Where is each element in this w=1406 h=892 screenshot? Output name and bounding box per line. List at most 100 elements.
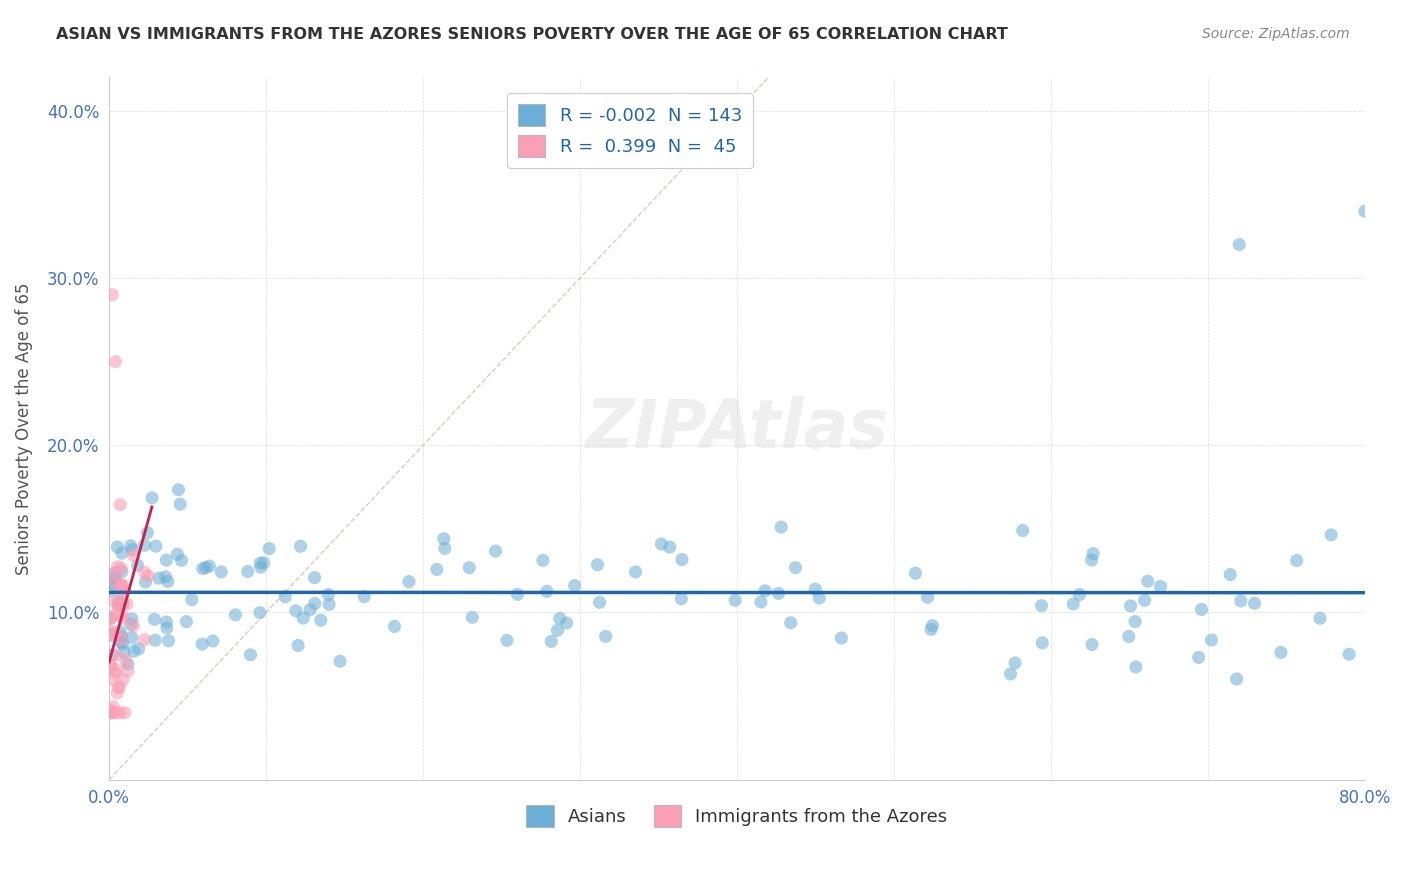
Text: ASIAN VS IMMIGRANTS FROM THE AZORES SENIORS POVERTY OVER THE AGE OF 65 CORRELATI: ASIAN VS IMMIGRANTS FROM THE AZORES SENI… [56, 27, 1008, 42]
Asians [531, 553, 554, 567]
Asians [536, 584, 558, 599]
Asians [107, 593, 129, 607]
Immigrants from the Azores [103, 699, 125, 714]
Asians [1320, 528, 1343, 542]
Asians [209, 565, 232, 579]
Asians [120, 617, 142, 632]
Asians [1081, 637, 1104, 651]
Asians [1118, 630, 1140, 644]
Asians [180, 592, 202, 607]
Asians [1354, 204, 1376, 219]
Asians [779, 615, 801, 630]
Asians [111, 565, 134, 579]
Asians [290, 539, 312, 553]
Asians [111, 637, 134, 651]
Immigrants from the Azores [100, 706, 122, 720]
Asians [1243, 596, 1265, 610]
Asians [595, 629, 617, 643]
Asians [318, 588, 340, 602]
Asians [105, 540, 128, 554]
Asians [920, 623, 942, 637]
Asians [808, 591, 831, 605]
Asians [1285, 553, 1308, 567]
Asians [239, 648, 262, 662]
Asians [155, 570, 177, 584]
Asians [191, 637, 214, 651]
Asians [224, 607, 246, 622]
Asians [904, 566, 927, 581]
Asians [1219, 567, 1241, 582]
Immigrants from the Azores [105, 663, 128, 677]
Asians [921, 618, 943, 632]
Asians [555, 615, 578, 630]
Asians [1227, 237, 1250, 252]
Immigrants from the Azores [115, 653, 138, 667]
Asians [433, 532, 456, 546]
Immigrants from the Azores [111, 592, 134, 607]
Immigrants from the Azores [136, 569, 159, 583]
Immigrants from the Azores [104, 566, 127, 580]
Asians [671, 552, 693, 566]
Asians [145, 539, 167, 553]
Asians [309, 613, 332, 627]
Immigrants from the Azores [115, 597, 138, 611]
Asians [749, 595, 772, 609]
Immigrants from the Azores [110, 578, 132, 592]
Asians [157, 633, 180, 648]
Asians [804, 582, 827, 597]
Asians [201, 634, 224, 648]
Asians [257, 541, 280, 556]
Immigrants from the Azores [101, 287, 124, 301]
Asians [433, 541, 456, 556]
Asians [249, 606, 271, 620]
Asians [1136, 574, 1159, 589]
Text: ZIPAtlas: ZIPAtlas [585, 395, 889, 461]
Immigrants from the Azores [104, 706, 127, 720]
Immigrants from the Azores [100, 657, 122, 672]
Immigrants from the Azores [101, 706, 124, 720]
Asians [1004, 656, 1026, 670]
Immigrants from the Azores [108, 706, 131, 720]
Asians [564, 579, 586, 593]
Immigrants from the Azores [100, 626, 122, 640]
Asians [121, 542, 143, 557]
Asians [236, 565, 259, 579]
Immigrants from the Azores [111, 579, 134, 593]
Immigrants from the Azores [108, 498, 131, 512]
Asians [1031, 636, 1053, 650]
Asians [1123, 615, 1146, 629]
Asians [198, 559, 221, 574]
Asians [1309, 611, 1331, 625]
Immigrants from the Azores [107, 559, 129, 574]
Asians [588, 595, 610, 609]
Asians [148, 571, 170, 585]
Immigrants from the Azores [105, 648, 128, 662]
Asians [353, 590, 375, 604]
Asians [112, 597, 135, 611]
Asians [398, 574, 420, 589]
Immigrants from the Azores [112, 584, 135, 599]
Asians [1201, 633, 1223, 648]
Asians [128, 641, 150, 656]
Asians [384, 619, 406, 633]
Asians [121, 612, 143, 626]
Asians [1133, 593, 1156, 607]
Asians [110, 635, 132, 649]
Asians [176, 615, 198, 629]
Y-axis label: Seniors Poverty Over the Age of 65: Seniors Poverty Over the Age of 65 [15, 282, 32, 574]
Immigrants from the Azores [122, 549, 145, 563]
Asians [304, 596, 326, 610]
Asians [329, 654, 352, 668]
Asians [1230, 594, 1253, 608]
Immigrants from the Azores [134, 632, 156, 647]
Asians [650, 537, 672, 551]
Asians [768, 586, 790, 600]
Asians [292, 611, 315, 625]
Immigrants from the Azores [108, 599, 131, 613]
Immigrants from the Azores [111, 577, 134, 591]
Asians [540, 634, 562, 648]
Asians [191, 561, 214, 575]
Asians [122, 644, 145, 658]
Asians [100, 582, 122, 597]
Asians [1062, 597, 1084, 611]
